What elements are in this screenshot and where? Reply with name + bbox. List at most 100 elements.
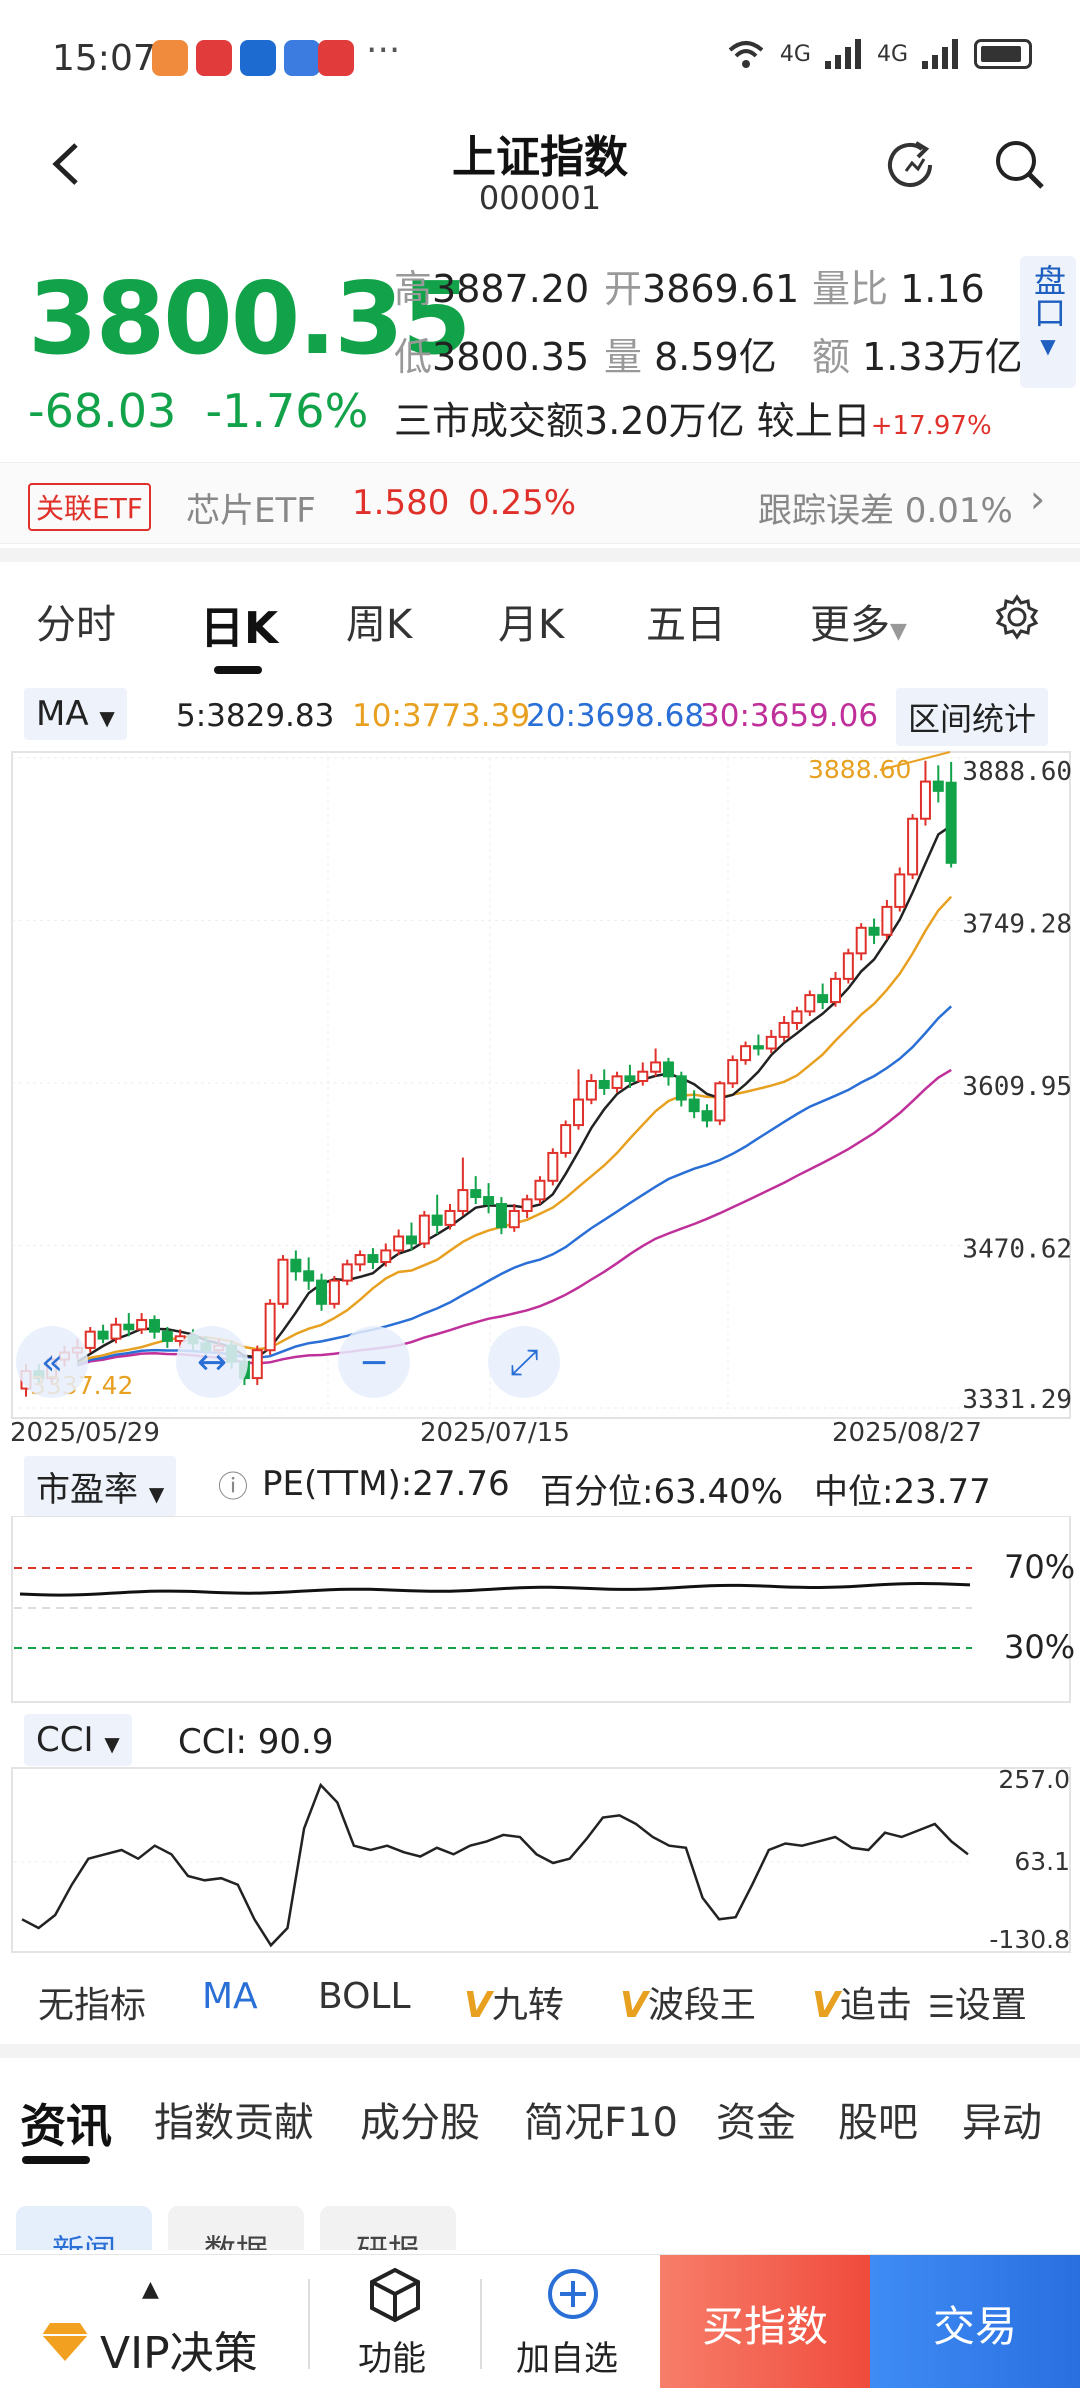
tab-intraday[interactable]: 分时 (36, 602, 116, 648)
vip-v-icon: V (464, 1985, 492, 2026)
zoom-out-icon[interactable]: − (338, 1326, 410, 1398)
candle-body (495, 1203, 507, 1229)
pankou-button[interactable]: 盘口 ▼ (1020, 256, 1076, 388)
tab-more[interactable]: 更多▼ (810, 592, 907, 650)
indicator-none[interactable]: 无指标 (38, 1985, 147, 2026)
related-etf-row[interactable]: 关联ETF 芯片ETF 1.580 0.25% 跟踪误差 0.01% › (0, 462, 1080, 544)
candle-body (650, 1061, 662, 1073)
etf-name: 芯片ETF (186, 491, 316, 531)
tab-funds[interactable]: 资金 (716, 2100, 796, 2146)
candle-body (303, 1270, 315, 1282)
status-time: 15:07 (52, 38, 156, 79)
indicator-boduan[interactable]: V波段王 (620, 1976, 756, 2028)
candle-body (148, 1319, 160, 1333)
tab-anomaly[interactable]: 异动 (962, 2100, 1042, 2146)
indicator-jiuzhuan[interactable]: V九转 (464, 1976, 564, 2028)
subtab-data[interactable]: 数据 (168, 2206, 304, 2250)
candle-body (470, 1189, 482, 1199)
ma10-value: 10:3773.39 (352, 698, 531, 734)
search-icon[interactable] (990, 135, 1050, 195)
tab-news[interactable]: 资讯 (20, 2099, 112, 2153)
pe-line-70-label: 70% (1004, 1548, 1076, 1586)
fit-width-icon[interactable]: ↔ (176, 1326, 248, 1398)
vip-decision-label: VIP决策 (100, 2328, 258, 2379)
collapse-icon[interactable]: « (16, 1326, 88, 1398)
etf-price: 1.580 (352, 483, 450, 523)
subtab-news[interactable]: 新闻 (16, 2206, 152, 2250)
candle-body (701, 1110, 713, 1122)
divider (308, 2279, 310, 2369)
add-watchlist-button[interactable]: 加自选 (482, 2255, 660, 2388)
indicator-zhuiji-label: 追击 (839, 1985, 912, 2026)
candle-body (354, 1254, 366, 1266)
tab-weekly-k[interactable]: 周K (346, 602, 413, 648)
function-label: 功能 (358, 2339, 426, 2379)
candlestick-chart[interactable]: 3888.603749.283609.953470.623331.292025/… (0, 748, 1080, 1448)
ma-selector[interactable]: MA ▼ (24, 688, 127, 740)
candle-body (881, 905, 893, 936)
volume-ratio-stat: 量比 1.16 (812, 258, 985, 313)
low-label: 低 (394, 335, 433, 379)
candle-body (84, 1330, 96, 1349)
buy-index-button[interactable]: 买指数 (660, 2255, 870, 2388)
tab-index-contribution[interactable]: 指数贡献 (154, 2100, 314, 2146)
chevron-right-icon: › (1030, 477, 1046, 521)
function-button[interactable]: 功能 (310, 2255, 480, 2388)
cci-selector[interactable]: CCI ▼ (24, 1714, 132, 1766)
indicator-boll[interactable]: BOLL (318, 1976, 411, 2017)
candle-body (894, 873, 906, 908)
x-tick-label: 2025/07/15 (420, 1418, 570, 1448)
amount-value: 1.33万亿 (862, 335, 1023, 379)
candle-body (264, 1302, 276, 1352)
range-stats-button[interactable]: 区间统计 (896, 688, 1049, 746)
info-icon[interactable]: ⓘ (218, 1470, 248, 1505)
indicator-ma[interactable]: MA (202, 1976, 258, 2017)
change-percent: -1.76% (205, 384, 369, 438)
app-notification-icon (318, 40, 354, 76)
chevron-down-icon: ▼ (148, 1482, 165, 1506)
tab-f10[interactable]: 简况F10 (524, 2100, 678, 2146)
price-change: -68.03 -1.76% (28, 384, 368, 438)
tab-daily-k[interactable]: 日K (200, 603, 279, 654)
vip-decision-button[interactable]: ▲ VIP决策 (0, 2255, 308, 2388)
chevron-down-icon: ▼ (1040, 334, 1056, 358)
cci-value: CCI: 90.9 (178, 1722, 334, 1762)
candle-body (688, 1098, 700, 1113)
indicator-zhuiji[interactable]: V追击 (812, 1976, 912, 2028)
active-tab-indicator (214, 666, 262, 674)
chevron-down-icon: ▼ (99, 706, 115, 730)
pe-median: 中位:23.77 (814, 1472, 991, 1512)
tab-monthly-k[interactable]: 月K (498, 602, 565, 648)
max-price-label: 3888.60 (808, 755, 911, 784)
pe-frame (11, 1516, 1071, 1703)
change-value: -68.03 (28, 384, 177, 438)
signal-icon (824, 39, 861, 69)
page-title: 上证指数 (452, 132, 628, 183)
gear-icon[interactable] (994, 594, 1040, 650)
candle-body (277, 1258, 289, 1305)
control-bg (176, 1326, 248, 1398)
current-price: 3800.35 (28, 260, 471, 377)
candle-body (624, 1075, 636, 1082)
indicator-settings[interactable]: ☰设置 (928, 1976, 1027, 2028)
low-stat: 低3800.35 (394, 326, 589, 381)
candle-body (778, 1021, 790, 1038)
app-notification-icon (284, 40, 320, 76)
battery-icon (974, 39, 1032, 69)
tab-forum[interactable]: 股吧 (838, 2100, 918, 2146)
etf-percent: 0.25% (468, 483, 577, 523)
subtab-research[interactable]: 研报 (320, 2206, 456, 2250)
tab-constituents[interactable]: 成分股 (360, 2100, 480, 2146)
refresh-icon[interactable] (882, 135, 942, 195)
trade-button[interactable]: 交易 (870, 2255, 1080, 2388)
y-tick-label: 3331.29 (962, 1385, 1072, 1415)
back-icon[interactable] (46, 135, 86, 203)
pe-selector[interactable]: 市盈率 ▼ (24, 1456, 177, 1517)
candle-body (573, 1098, 585, 1127)
header: 上证指数 000001 (0, 115, 1080, 235)
tab-five-day[interactable]: 五日 (646, 602, 726, 648)
candle-body (110, 1323, 122, 1340)
fullscreen-icon[interactable]: ⤢ (488, 1326, 560, 1398)
bottom-action-bar: ▲ VIP决策 功能 加自选 买指数 交易 (0, 2254, 1080, 2388)
candle-body (765, 1035, 777, 1050)
